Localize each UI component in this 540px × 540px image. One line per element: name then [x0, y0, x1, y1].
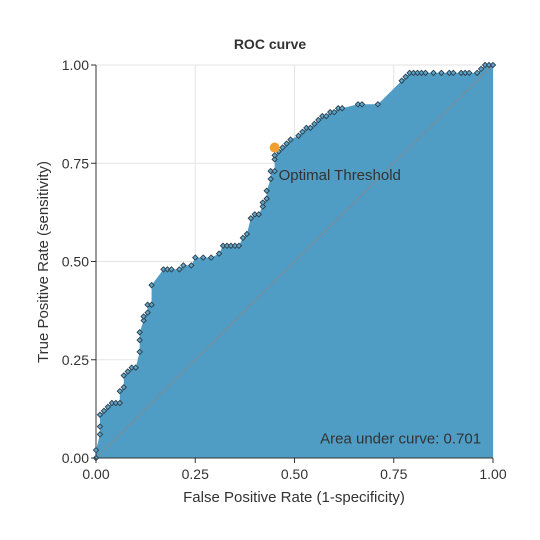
y-tick-label: 0.50 — [62, 254, 89, 270]
roc-point — [323, 112, 330, 120]
y-tick-label: 0.00 — [62, 450, 89, 466]
roc-point — [255, 211, 263, 218]
roc-point — [243, 230, 251, 238]
roc-point — [239, 234, 247, 242]
roc-point — [96, 411, 104, 419]
roc-point — [271, 152, 278, 159]
roc-point — [438, 69, 445, 77]
x-axis-label: False Positive Rate (1-specificity) — [183, 489, 405, 506]
roc-point — [473, 69, 481, 77]
roc-point — [168, 266, 175, 273]
roc-point — [96, 431, 104, 438]
roc-point — [116, 387, 124, 395]
optimal-threshold-label: Optimal Threshold — [279, 167, 401, 184]
roc-point — [96, 423, 104, 430]
roc-point — [148, 281, 155, 289]
roc-point — [315, 116, 322, 124]
x-tick-label: 0.25 — [182, 466, 209, 482]
roc-point — [140, 317, 147, 324]
y-tick-label: 1.00 — [62, 57, 89, 73]
y-axis-label: True Positive Rate (sensitivity) — [35, 161, 52, 363]
roc-point — [307, 124, 314, 132]
roc-point — [430, 69, 437, 77]
roc-point — [140, 313, 147, 320]
roc-point — [271, 167, 278, 175]
roc-point — [100, 407, 108, 415]
roc-point — [402, 73, 409, 81]
roc-point — [235, 242, 243, 250]
roc-point — [180, 262, 187, 269]
roc-point — [247, 215, 255, 222]
roc-point — [465, 69, 473, 77]
chart-title: ROC curve — [234, 36, 307, 52]
roc-point — [489, 61, 497, 69]
x-tick-label: 0.75 — [380, 466, 407, 482]
x-tick-label: 1.00 — [479, 466, 506, 482]
y-tick-label: 0.25 — [62, 352, 89, 368]
roc-point — [120, 372, 128, 379]
x-tick-label: 0.50 — [281, 466, 308, 482]
roc-point — [267, 175, 274, 183]
roc-point — [374, 101, 382, 108]
auc-label: Area under curve: 0.701 — [320, 430, 481, 447]
roc-point — [287, 136, 294, 143]
roc-point — [311, 120, 318, 128]
roc-point — [116, 399, 124, 407]
roc-point — [144, 309, 151, 316]
roc-point — [279, 144, 286, 151]
roc-point — [176, 266, 183, 273]
roc-points — [92, 61, 497, 462]
roc-point — [398, 77, 405, 84]
roc-point — [199, 254, 207, 261]
roc-point — [215, 250, 223, 257]
roc-point — [259, 199, 266, 206]
roc-point — [188, 262, 195, 269]
roc-point — [477, 65, 485, 73]
roc-point — [136, 348, 143, 356]
roc-point — [295, 132, 302, 139]
roc-point — [132, 364, 139, 371]
x-axis-ticks: 0.00 0.25 0.50 0.75 1.00 — [82, 458, 507, 482]
roc-point — [330, 108, 338, 116]
roc-point — [283, 140, 290, 147]
roc-point — [271, 156, 278, 163]
roc-point — [358, 101, 366, 108]
roc-point — [259, 203, 266, 210]
roc-point — [124, 368, 131, 375]
y-tick-label: 0.75 — [62, 155, 89, 171]
y-axis-ticks: 0.00 0.25 0.50 0.75 1.00 — [62, 57, 96, 466]
roc-point — [136, 336, 143, 344]
roc-point — [192, 254, 199, 261]
optimal-threshold-point — [269, 142, 280, 153]
roc-point — [92, 446, 100, 454]
roc-point — [263, 187, 270, 194]
roc-point — [136, 329, 143, 336]
roc-point — [422, 69, 429, 77]
roc-point — [120, 384, 128, 391]
roc-point — [299, 128, 306, 136]
roc-point — [338, 104, 346, 112]
x-tick-label: 0.00 — [82, 466, 109, 482]
roc-point — [104, 403, 112, 411]
roc-point — [263, 195, 270, 202]
roc-point — [148, 301, 155, 308]
roc-point — [207, 254, 215, 261]
roc-point — [450, 69, 457, 77]
chance-diagonal — [95, 64, 494, 459]
